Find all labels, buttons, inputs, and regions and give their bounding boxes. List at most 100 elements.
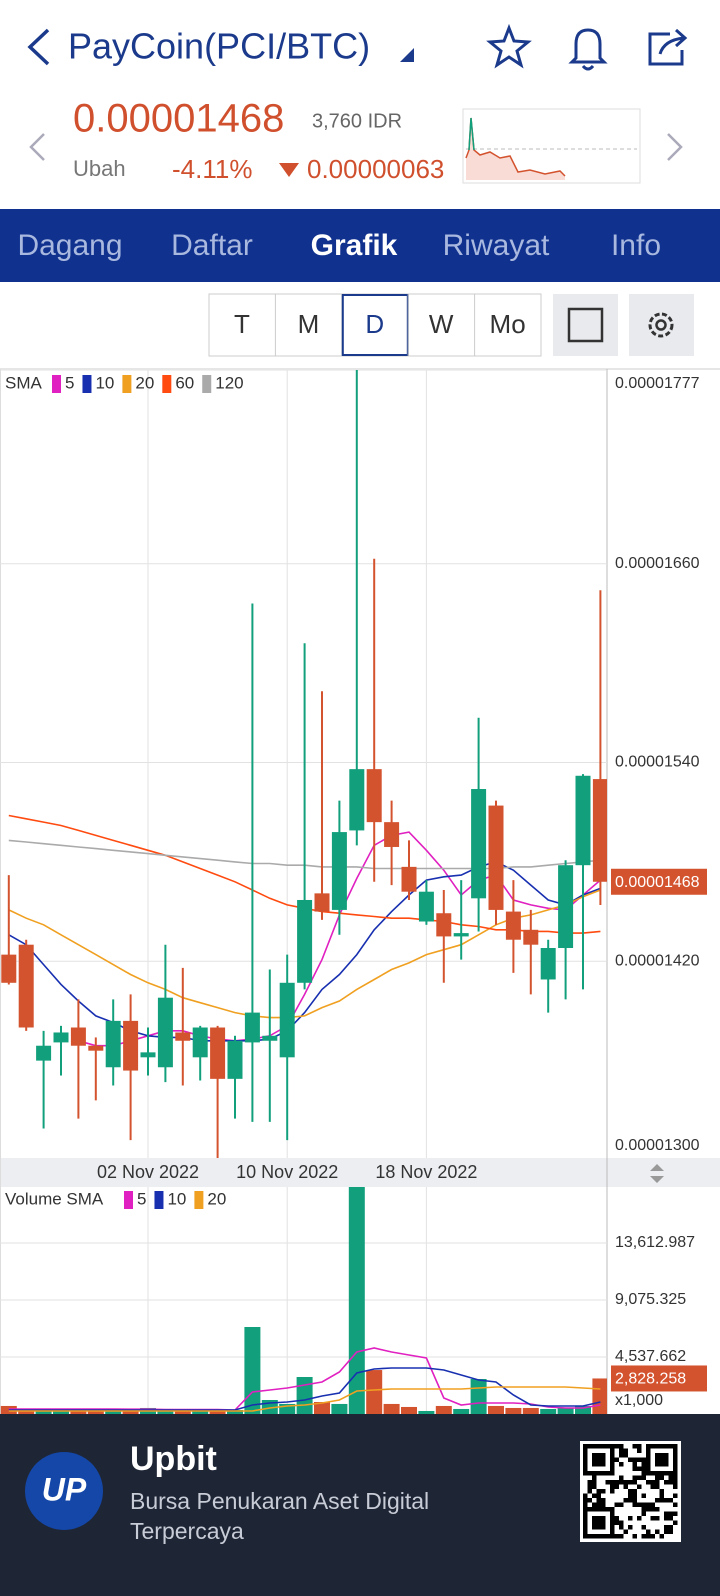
next-button[interactable] — [667, 133, 683, 161]
qr-cell — [641, 1493, 646, 1498]
period-button[interactable]: Mo — [490, 309, 526, 339]
qr-cell — [659, 1471, 664, 1476]
y-tick-label: 0.00001420 — [615, 952, 700, 969]
x-tick-label: 02 Nov 2022 — [97, 1162, 199, 1182]
qr-cell — [664, 1516, 669, 1521]
qr-cell — [610, 1520, 615, 1525]
qr-cell — [596, 1507, 601, 1512]
tab[interactable]: Dagang — [17, 229, 122, 262]
legend-label: 5 — [137, 1189, 146, 1208]
y-tick-label: 0.00001777 — [615, 375, 700, 392]
qr-cell — [655, 1471, 660, 1476]
qr-cell — [596, 1498, 601, 1503]
qr-cell — [601, 1516, 606, 1521]
qr-cell — [592, 1471, 597, 1476]
qr-cell — [623, 1484, 628, 1489]
qr-cell — [664, 1511, 669, 1516]
qr-cell — [673, 1457, 678, 1462]
qr-cell — [596, 1471, 601, 1476]
legend-swatch — [194, 1191, 204, 1209]
qr-cell — [583, 1462, 588, 1467]
qr-cell — [587, 1534, 592, 1539]
volume-bar — [70, 1409, 87, 1414]
qr-cell — [583, 1457, 588, 1462]
qr-cell — [632, 1498, 637, 1503]
qr-cell — [668, 1475, 673, 1480]
qr-cell — [592, 1475, 597, 1480]
sma-line — [8, 1347, 601, 1411]
period-button[interactable]: D — [365, 309, 384, 339]
qr-cell — [601, 1489, 606, 1494]
legend-label: 20 — [207, 1189, 226, 1208]
legend-swatch — [82, 375, 92, 393]
candle-body — [262, 1035, 278, 1041]
change-pct: -4.11% — [172, 154, 252, 184]
tab[interactable]: Daftar — [171, 229, 253, 262]
settings-button[interactable] — [629, 294, 694, 356]
qr-cell — [659, 1498, 664, 1503]
period-button[interactable]: T — [234, 309, 250, 339]
pair-title[interactable]: PayCoin(PCI/BTC) — [68, 26, 370, 67]
y-tick-label: 9,075.325 — [615, 1291, 686, 1308]
qr-cell — [641, 1534, 646, 1539]
qr-cell — [601, 1520, 606, 1525]
qr-cell — [583, 1466, 588, 1471]
qr-cell — [601, 1498, 606, 1503]
layout-button[interactable] — [553, 294, 618, 356]
qr-cell — [583, 1502, 588, 1507]
legend-label: 120 — [215, 373, 243, 392]
qr-cell — [583, 1444, 588, 1449]
candle-body — [175, 1032, 191, 1041]
legend-swatch — [52, 375, 61, 393]
mini-chart-spike — [468, 117, 475, 151]
logo-text: UP — [42, 1471, 87, 1507]
alert-button[interactable] — [568, 28, 608, 71]
qr-cell — [650, 1484, 655, 1489]
qr-cell — [673, 1471, 678, 1476]
prev-button[interactable] — [29, 133, 45, 161]
qr-cell — [668, 1498, 673, 1503]
qr-cell — [655, 1444, 660, 1449]
tab[interactable]: Riwayat — [443, 229, 550, 262]
qr-cell — [646, 1507, 651, 1512]
qr-cell — [668, 1511, 673, 1516]
volume-bar — [540, 1408, 557, 1414]
qr-cell — [632, 1534, 637, 1539]
volume-bar — [366, 1370, 383, 1414]
qr-cell — [646, 1466, 651, 1471]
back-button[interactable] — [27, 28, 50, 66]
qr-cell — [628, 1489, 633, 1494]
qr-cell — [592, 1534, 597, 1539]
qr-cell — [664, 1444, 669, 1449]
resize-handle[interactable] — [650, 1164, 664, 1183]
qr-cell — [664, 1462, 669, 1467]
candle-body — [279, 982, 295, 1058]
qr-cell — [641, 1466, 646, 1471]
qr-cell — [601, 1457, 606, 1462]
qr-cell — [668, 1480, 673, 1485]
qr-cell — [605, 1444, 610, 1449]
dropdown-icon[interactable] — [400, 48, 414, 62]
share-button[interactable] — [648, 28, 688, 66]
qr-cell — [646, 1502, 651, 1507]
qr-cell — [596, 1534, 601, 1539]
volume-bar — [192, 1409, 209, 1414]
qr-cell — [619, 1444, 624, 1449]
period-button[interactable]: M — [298, 309, 320, 339]
tab[interactable]: Grafik — [311, 229, 398, 262]
favorite-button[interactable] — [486, 23, 532, 69]
qr-cell — [659, 1462, 664, 1467]
qr-cell — [655, 1457, 660, 1462]
qr-cell — [583, 1516, 588, 1521]
candle-body — [331, 832, 347, 910]
qr-cell — [673, 1511, 678, 1516]
footer-subtitle: Bursa Penukaran Aset Digital — [130, 1488, 429, 1514]
period-button[interactable]: W — [429, 309, 454, 339]
qr-cell — [659, 1453, 664, 1458]
candle-body — [384, 822, 400, 847]
tab[interactable]: Info — [611, 229, 661, 262]
qr-cell — [605, 1480, 610, 1485]
volume-marker — [611, 1365, 707, 1392]
qr-cell — [641, 1525, 646, 1530]
volume-bar — [488, 1405, 504, 1414]
